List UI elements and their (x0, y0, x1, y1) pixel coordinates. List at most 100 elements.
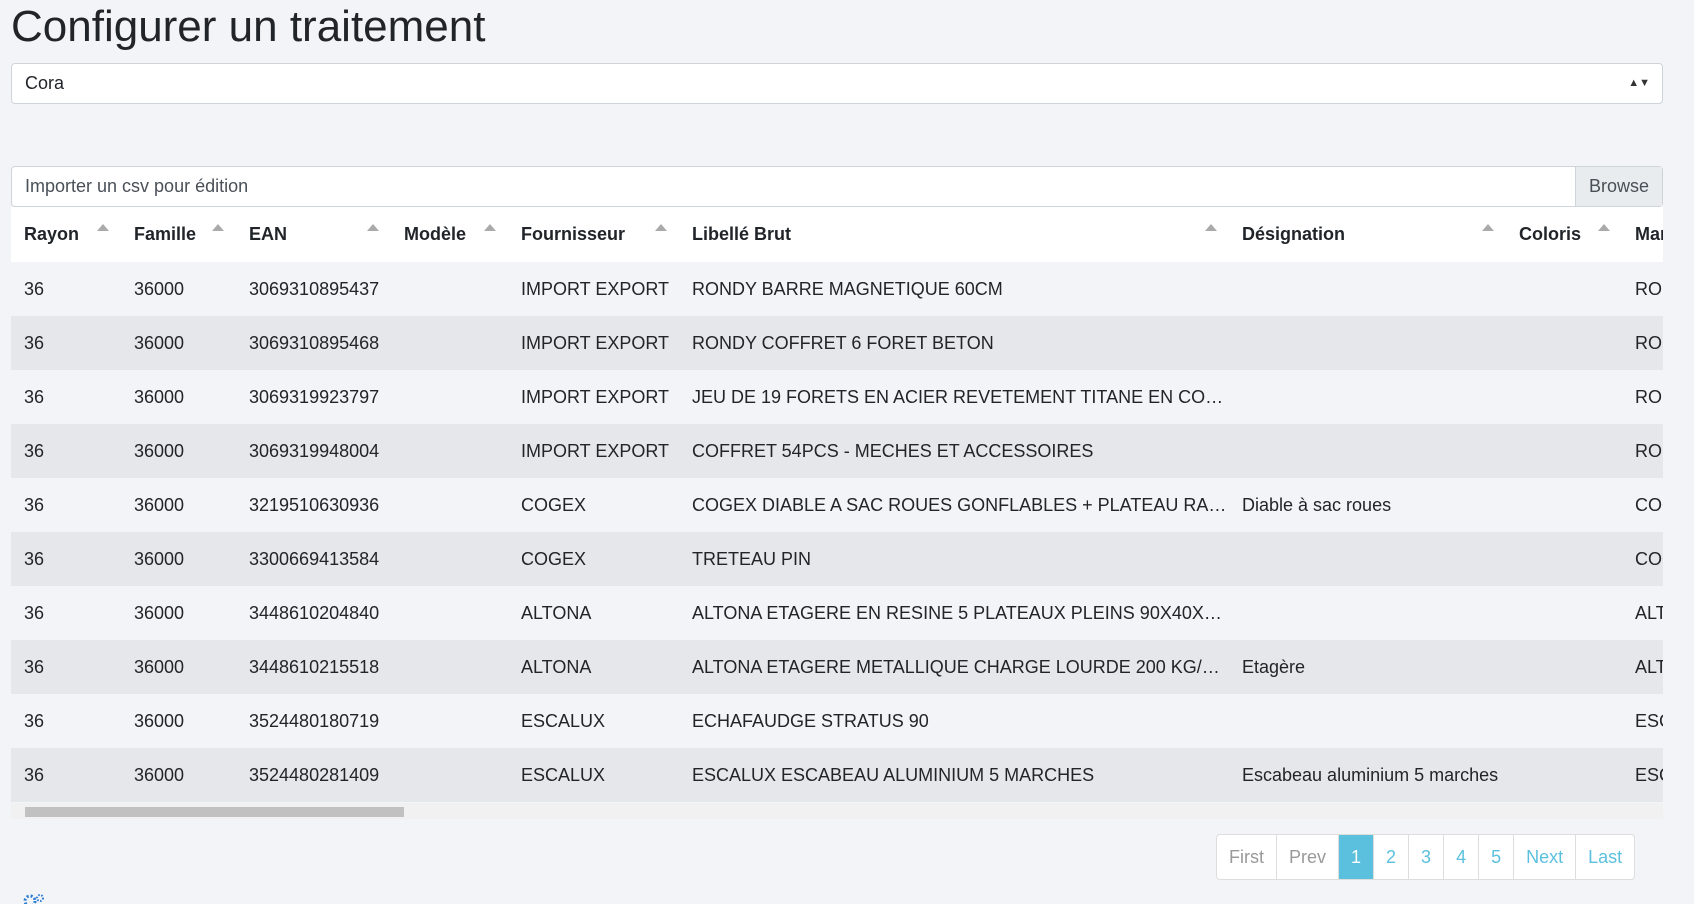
page-link[interactable]: Last (1575, 835, 1634, 879)
table-cell: 36 (24, 387, 45, 407)
table-cell: IMPORT EXPORT (521, 279, 670, 299)
table-row: 36 36000 3448610215518 ALTONA ALTONA ETAGERE… (11, 640, 1663, 694)
store-select[interactable]: Cora ▲▼ (11, 63, 1663, 104)
table-cell: 36000 (134, 279, 185, 299)
table-cell: 36 (24, 549, 45, 569)
table-cell: RONDY (1635, 387, 1663, 407)
table-cell: 36000 (134, 387, 185, 407)
sort-arrow[interactable] (97, 224, 109, 231)
table-cell: 3524480281409 (249, 765, 380, 785)
page-link[interactable]: 3 (1408, 835, 1443, 879)
table-cell: 3300669413584 (249, 549, 380, 569)
pagination: First Prev 1 2 3 4 5 Next Last (1216, 834, 1636, 880)
sort-arrow[interactable] (212, 224, 224, 231)
table-cell: 3069319923797 (249, 387, 380, 407)
sort-arrow[interactable] (1205, 224, 1217, 231)
table-cell: IMPORT EXPORT (521, 387, 670, 407)
table-cell: 36 (24, 441, 45, 461)
sort-arrow[interactable] (1598, 224, 1610, 231)
table-cell: 3524480180719 (249, 711, 380, 731)
scrollbar-thumb[interactable] (25, 807, 404, 817)
table-cell: 36000 (134, 657, 185, 677)
column-header[interactable]: Fournisseur (521, 224, 626, 244)
table-cell: ALTONA (521, 657, 592, 677)
table-row: 36 36000 3219510630936 COGEX COGEX DIABLE A … (11, 478, 1663, 532)
table-cell: 3219510630936 (249, 495, 380, 515)
table-cell: 36 (24, 333, 45, 353)
column-header[interactable]: Modèle (404, 224, 467, 244)
table-cell: COGEX DIABLE A SAC ROUES GONFLABLES + PL… (692, 495, 1225, 515)
table-row: 36 36000 3069319948004 IMPORT EXPORT COFFRET… (11, 424, 1663, 478)
sort-arrow[interactable] (1482, 224, 1494, 231)
column-header[interactable]: EAN (249, 224, 288, 244)
column-header[interactable]: Coloris (1519, 224, 1582, 244)
table-cell: 36000 (134, 765, 185, 785)
table-row: 36 36000 3069310895437 IMPORT EXPORT RONDY B… (11, 262, 1663, 316)
table-cell: IMPORT EXPORT (521, 333, 670, 353)
table-cell: 36 (24, 711, 45, 731)
sort-arrow[interactable] (484, 224, 496, 231)
table-row: 36 36000 3069310895468 IMPORT EXPORT RONDY C… (11, 316, 1663, 370)
table-cell: IMPORT EXPORT (521, 441, 670, 461)
table-cell: COFFRET 54PCS - MECHES ET ACCESSOIRES (692, 441, 1094, 461)
settings-icon[interactable] (22, 893, 48, 904)
page-link[interactable]: 5 (1478, 835, 1513, 879)
table-cell: ALTONA (1635, 657, 1663, 677)
table-cell: COGEX (1635, 495, 1663, 515)
table-cell: Escabeau aluminium 5 marches (1242, 765, 1499, 785)
page-link[interactable]: First (1229, 847, 1264, 867)
browse-button[interactable]: Browse (1574, 167, 1662, 206)
column-header[interactable]: Rayon (24, 224, 80, 244)
page-link[interactable]: Next (1513, 835, 1575, 879)
table-cell: 3069319948004 (249, 441, 380, 461)
table-row: 36 36000 3448610204840 ALTONA ALTONA ETAGERE… (11, 586, 1663, 640)
table-cell: 36 (24, 765, 45, 785)
select-caret: ▲▼ (1628, 77, 1650, 89)
column-header[interactable]: Libellé Brut (692, 224, 792, 244)
table-cell: 3448610215518 (249, 657, 380, 677)
table-cell: 36 (24, 603, 45, 623)
page-link[interactable]: 1 (1338, 835, 1374, 879)
table-cell: RONDY (1635, 279, 1663, 299)
page-link[interactable]: 2 (1373, 835, 1408, 879)
table-cell: RONDY (1635, 333, 1663, 353)
table-cell: Etagère (1242, 657, 1306, 677)
page-title: Configurer un traitement (11, 2, 486, 51)
csv-file-input[interactable]: Importer un csv pour édition Browse (11, 166, 1663, 207)
page-link[interactable]: Prev (1276, 835, 1338, 879)
table-cell: RONDY BARRE MAGNETIQUE 60CM (692, 279, 1003, 299)
table-cell: ESCALUX (1635, 765, 1663, 785)
sort-arrow[interactable] (655, 224, 667, 231)
sort-arrow[interactable] (367, 224, 379, 231)
table-cell: 3069310895437 (249, 279, 380, 299)
table-cell: ALTONA (521, 603, 592, 623)
table-cell: ALTONA (1635, 603, 1663, 623)
table-cell: ALTONA ETAGERE METALLIQUE CHARGE LOURDE … (692, 657, 1220, 677)
column-header[interactable]: Désignation (1242, 224, 1346, 244)
horizontal-scrollbar[interactable] (11, 803, 1663, 819)
table-cell: 36000 (134, 333, 185, 353)
table-cell: TRETEAU PIN (692, 549, 812, 569)
table-cell: ESCALUX (521, 765, 606, 785)
page-link[interactable]: 4 (1443, 835, 1478, 879)
file-placeholder: Importer un csv pour édition (25, 176, 249, 196)
table-cell: ESCALUX (521, 711, 606, 731)
table-cell: ECHAFAUDGE STRATUS 90 (692, 711, 929, 731)
table-cell: ALTONA ETAGERE EN RESINE 5 PLATEAUX PLEI… (692, 603, 1222, 623)
table-cell: 3448610204840 (249, 603, 380, 623)
table-cell: 36 (24, 279, 45, 299)
table-cell: ESCALUX (1635, 711, 1663, 731)
table-cell: COGEX (521, 495, 587, 515)
data-table: Rayon Famille EAN Modèle Fournisseur Libellé … (11, 207, 1663, 819)
column-header[interactable]: Famille (134, 224, 197, 244)
column-header[interactable]: Marque (1635, 224, 1663, 244)
table-row: 36 36000 3300669413584 COGEX TRETEAU PIN COGE… (11, 532, 1663, 586)
table-cell: RONDY (1635, 441, 1663, 461)
table-cell: JEU DE 19 FORETS EN ACIER REVETEMENT TIT… (692, 387, 1224, 407)
table-cell: 36 (24, 495, 45, 515)
table-cell: COGEX (521, 549, 587, 569)
table-header: Rayon Famille EAN Modèle Fournisseur Libellé … (11, 207, 1663, 263)
table-cell: 36000 (134, 711, 185, 731)
table-cell: RONDY COFFRET 6 FORET BETON (692, 333, 994, 353)
